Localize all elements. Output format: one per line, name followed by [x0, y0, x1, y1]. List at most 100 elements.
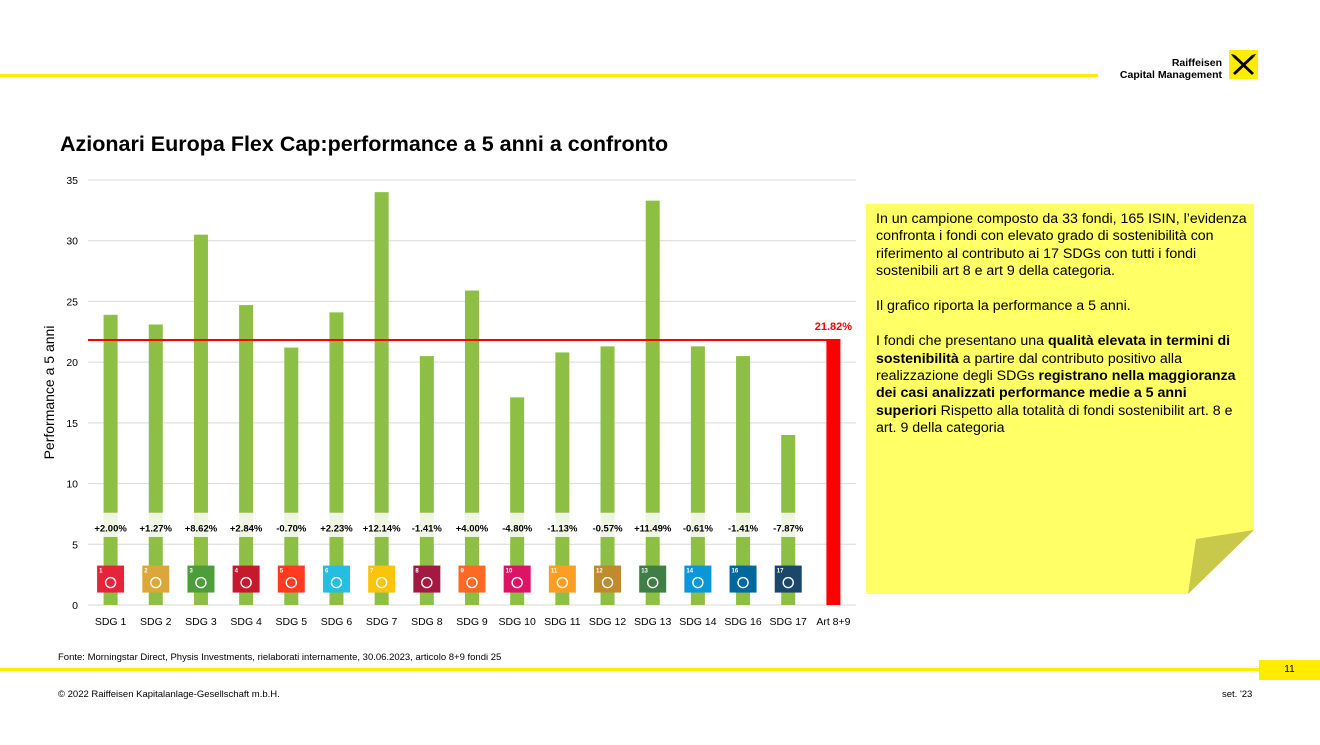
sdg-icon-glyph	[692, 576, 704, 589]
sdg-icon-glyph	[375, 576, 388, 589]
sdg-icon-number: 8	[415, 569, 419, 575]
x-tick-label: SDG 16	[724, 616, 762, 628]
x-tick-label: SDG 9	[456, 616, 488, 628]
label-band	[88, 512, 811, 537]
sdg-icon-number: 7	[370, 569, 374, 575]
sdg-icon-glyph	[150, 576, 162, 589]
raiffeisen-logo-icon	[1229, 50, 1258, 79]
sdg-icon-number: 3	[189, 569, 193, 575]
sdg-icon-glyph	[556, 576, 569, 589]
page-title: Azionari Europa Flex Cap:performance a 5…	[60, 132, 669, 156]
sdg-icon-glyph	[104, 576, 117, 589]
sdg-icon-glyph	[330, 576, 343, 589]
footer-date: set. '23	[1222, 689, 1253, 700]
copyright: © 2022 Raiffeisen Kapitalanlage-Gesellsc…	[58, 689, 280, 700]
data-label: +4.00%	[456, 524, 489, 535]
bar	[148, 324, 163, 605]
x-tick-label: SDG 11	[544, 616, 581, 628]
bar	[600, 346, 615, 605]
note-paragraph-1: In un campione composto da 33 fondi, 165…	[876, 211, 1247, 279]
y-tick-label: 20	[66, 357, 78, 369]
data-label: -7.87%	[773, 524, 804, 535]
data-label: +1.27%	[140, 524, 173, 535]
sdg-icon-glyph	[240, 576, 252, 589]
note-bold-run: qualità elevata in termini di sostenibil…	[876, 333, 1231, 367]
sticky-note	[866, 204, 1254, 594]
data-label: -0.57%	[592, 524, 623, 535]
sdg-icon-number: 9	[461, 569, 465, 575]
sdg-icon-number: 4	[235, 569, 239, 575]
bar	[736, 356, 751, 605]
sdg-icon-number: 14	[686, 569, 693, 575]
x-tick-label: SDG 6	[321, 616, 353, 628]
x-tick-label: SDG 10	[498, 616, 536, 628]
y-tick-label: 30	[66, 236, 78, 248]
data-label: +2.84%	[230, 524, 263, 535]
source-note: Fonte: Morningstar Direct, Physis Invest…	[58, 652, 502, 663]
x-tick-label: SDG 3	[185, 616, 217, 628]
y-tick-label: 25	[66, 296, 78, 308]
sdg-icon-number: 17	[777, 569, 784, 575]
x-tick-label: SDG 5	[276, 616, 308, 628]
sdg-icon-number: 5	[280, 569, 284, 575]
x-tick-label: SDG 1	[95, 616, 127, 628]
bar	[193, 234, 208, 605]
logo-line-1: Raiffeisen	[1171, 57, 1222, 69]
sdg-icon-number: 11	[551, 569, 558, 575]
bar	[239, 305, 254, 605]
x-tick-label: SDG 7	[366, 616, 398, 628]
x-tick-label: SDG 13	[634, 616, 672, 628]
sdg-icon-glyph	[421, 576, 433, 589]
note-bold-run: registrano nella maggioranza dei casi an…	[876, 368, 1236, 419]
data-label: -0.61%	[683, 524, 714, 535]
sdg-icon-number: 10	[506, 569, 513, 575]
sdg-icon-number: 13	[641, 569, 648, 575]
bar	[419, 356, 434, 605]
header-accent-line	[0, 74, 1098, 77]
y-tick-label: 0	[72, 600, 78, 612]
sdg-icon-number: 2	[144, 569, 148, 575]
note-text-run: a partire dal contributo positivo alla r…	[876, 350, 1182, 385]
footer-accent-line	[0, 668, 1320, 671]
sdg-icon-glyph	[601, 576, 614, 589]
data-label: +2.00%	[94, 524, 127, 535]
brand-logo-text: Raiffeisen Capital Management	[1120, 57, 1222, 81]
sdg-icon-glyph	[195, 576, 207, 589]
note-paragraph-2: Il grafico riporta la performance a 5 an…	[876, 298, 1131, 315]
y-tick-label: 35	[66, 175, 78, 187]
data-label: -1.13%	[547, 524, 578, 535]
bar	[284, 347, 299, 605]
sdg-icon-glyph	[782, 576, 794, 589]
x-tick-label: SDG 17	[770, 616, 808, 628]
sdg-icon-glyph	[466, 576, 478, 589]
bar	[690, 346, 705, 605]
x-tick-label: SDG 8	[411, 616, 443, 628]
data-label: -1.41%	[728, 524, 759, 535]
bar	[826, 340, 841, 605]
sdg-icon-number: 1	[99, 569, 103, 575]
reference-label: 21.82%	[815, 321, 853, 333]
bar	[103, 314, 118, 605]
bar	[555, 352, 570, 605]
x-tick-label: SDG 2	[140, 616, 172, 628]
sdg-icon-number: 12	[596, 569, 603, 575]
sdg-icon-glyph	[285, 576, 297, 589]
x-tick-label: Art 8+9	[816, 616, 850, 628]
x-tick-label: SDG 14	[679, 616, 717, 628]
data-label: -4.80%	[502, 524, 533, 535]
y-tick-label: 15	[66, 418, 78, 430]
sdg-icon-glyph	[511, 576, 523, 589]
bar	[329, 312, 344, 605]
note-text: In un campione composto da 33 fondi, 165…	[876, 211, 1248, 455]
x-tick-label: SDG 12	[589, 616, 627, 628]
data-label: +11.49%	[634, 524, 672, 535]
sdg-icon-number: 6	[325, 569, 329, 575]
note-text-run: Rispetto alla totalità di fondi sostenib…	[876, 402, 1233, 436]
data-label: +12.14%	[363, 524, 401, 535]
data-label: -1.41%	[412, 524, 443, 535]
data-label: -0.70%	[276, 524, 307, 535]
page-number: 11	[1259, 660, 1320, 680]
note-paragraph-3: I fondi che presentano una qualità eleva…	[876, 333, 1248, 437]
y-axis-label: Performance a 5 anni	[41, 326, 57, 460]
bar	[374, 192, 389, 605]
